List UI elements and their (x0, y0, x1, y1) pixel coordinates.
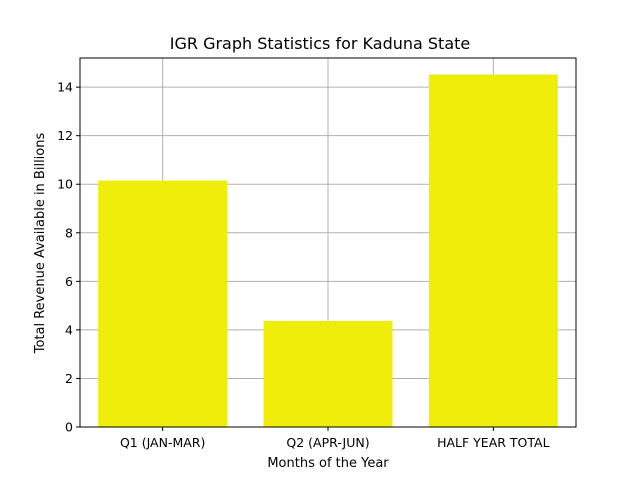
bar-3 (428, 74, 558, 427)
y-tick-label: 12 (57, 128, 73, 143)
y-tick-label: 10 (57, 177, 73, 192)
x-tick-label: Q1 (JAN-MAR) (120, 435, 205, 450)
x-axis-label: Months of the Year (267, 456, 389, 471)
bar-2 (263, 320, 393, 427)
y-axis-label: Total Revenue Available in Billions (33, 133, 48, 355)
y-tick-label: 4 (65, 322, 73, 337)
x-tick-label: HALF YEAR TOTAL (437, 435, 550, 450)
y-tick-label: 8 (65, 225, 73, 240)
y-tick-label: 2 (65, 371, 73, 386)
y-tick-label: 0 (65, 420, 73, 435)
bar-1 (98, 180, 228, 427)
x-tick-label: Q2 (APR-JUN) (286, 435, 369, 450)
axis-ticks: 0 2 4 6 8 10 12 14 Q1 (JAN-MAR) Q2 (APR-JUN) HALF … (57, 80, 550, 450)
chart-title: IGR Graph Statistics for Kaduna State (170, 34, 471, 53)
y-tick-label: 14 (57, 80, 73, 95)
bars (98, 74, 558, 427)
y-tick-label: 6 (65, 274, 73, 289)
